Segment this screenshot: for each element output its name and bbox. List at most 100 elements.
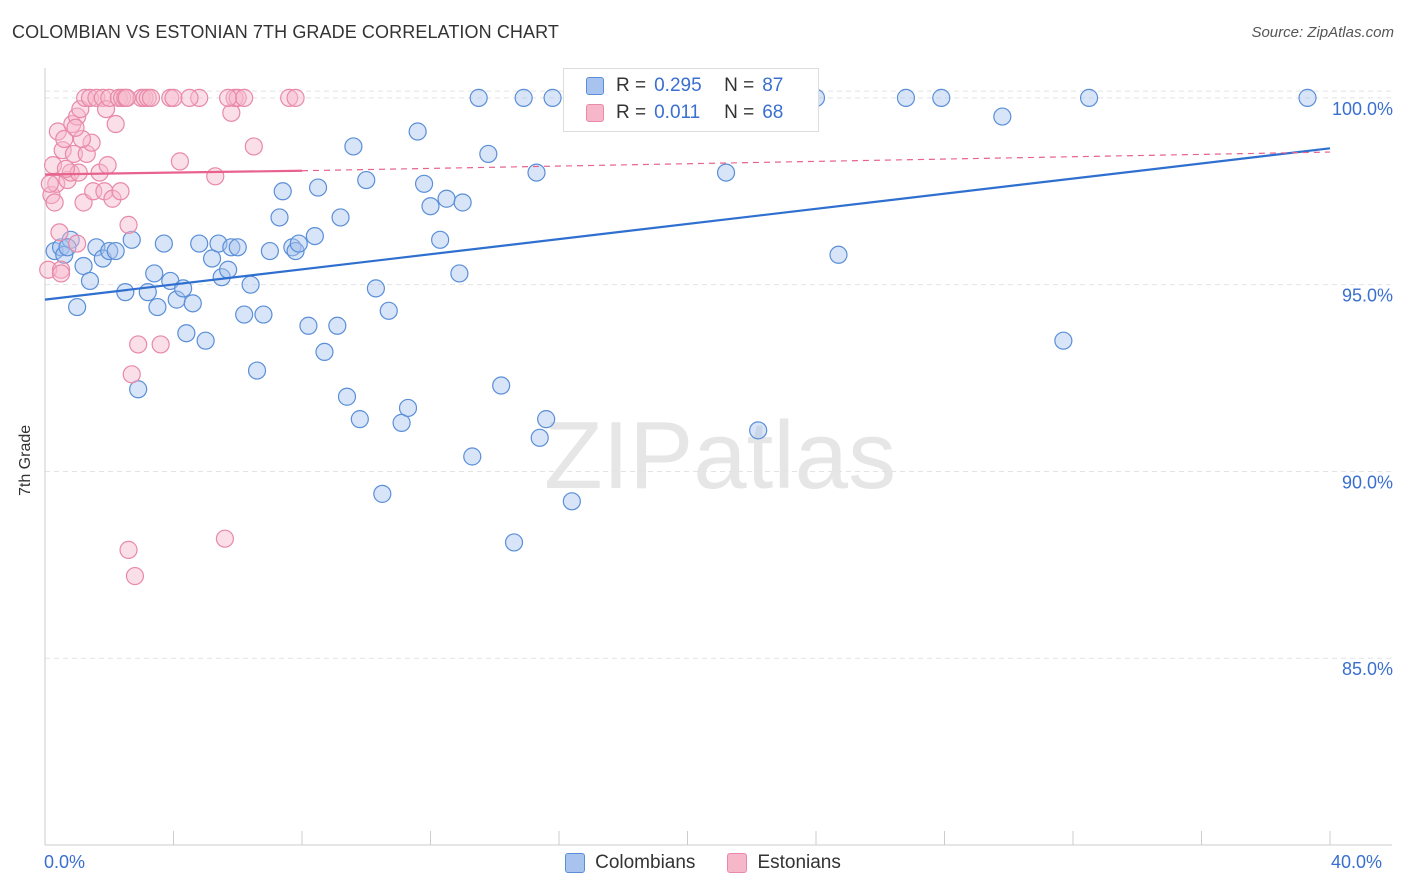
colombian-point <box>273 182 292 201</box>
colombian-point <box>196 331 215 350</box>
y-tick-label: 85.0% <box>1342 659 1393 679</box>
colombian-point <box>270 208 289 227</box>
colombian-point <box>58 238 77 257</box>
colombian-point <box>308 178 328 197</box>
colombian-point <box>235 305 254 324</box>
estonian-trend-line <box>44 169 303 176</box>
estonian-point <box>96 99 116 119</box>
estonian-point <box>45 193 64 212</box>
colombian-point <box>350 410 369 429</box>
colombian-point <box>932 88 951 107</box>
colombian-point <box>331 208 350 227</box>
estonian-point <box>119 215 138 234</box>
colombian-point <box>219 260 238 279</box>
series-swatch-colombians <box>565 853 586 873</box>
colombian-point <box>254 305 273 324</box>
colombian-point <box>749 421 768 440</box>
colombian-point <box>344 137 363 156</box>
colombian-point <box>431 230 450 249</box>
chart-title: COLOMBIAN VS ESTONIAN 7TH GRADE CORRELAT… <box>12 22 559 42</box>
colombian-point <box>1079 88 1099 107</box>
colombian-point <box>716 163 736 182</box>
estonian-point <box>235 88 254 107</box>
series-legend: Colombians Estonians <box>0 852 1406 874</box>
legend-r-label: R = <box>616 102 647 123</box>
estonian-point <box>286 88 305 107</box>
legend-row-colombians: R = 0.295 N = 87 <box>586 73 783 99</box>
estonian-point <box>129 335 148 354</box>
y-tick-label: 90.0% <box>1342 472 1393 492</box>
legend-n-label: N = <box>724 75 755 96</box>
estonian-point <box>280 88 299 107</box>
series-legend-label: Colombians <box>595 852 696 873</box>
estonian-point <box>244 137 263 156</box>
colombian-point <box>543 88 562 107</box>
colombian-point <box>527 163 546 182</box>
colombian-point <box>80 271 100 291</box>
estonian-point <box>98 156 117 175</box>
colombian-point <box>408 122 427 141</box>
stats-legend: R = 0.295 N = 87 R = 0.011 N = 68 <box>563 68 819 132</box>
colombian-point <box>366 279 385 298</box>
estonian-point <box>219 88 238 107</box>
estonian-point <box>117 88 137 107</box>
estonian-point <box>180 88 199 107</box>
legend-r-label: R = <box>616 75 647 96</box>
estonian-point <box>48 122 67 141</box>
series-legend-estonians[interactable]: Estonians <box>727 852 841 874</box>
colombian-point <box>1298 88 1317 107</box>
colombian-point <box>379 301 398 320</box>
colombian-point <box>537 410 556 429</box>
colombian-point <box>530 428 549 447</box>
estonian-point <box>122 365 141 384</box>
chart-source: Source: ZipAtlas.com <box>1251 24 1394 41</box>
estonian-point <box>82 133 101 152</box>
estonian-point <box>170 152 190 171</box>
estonian-point <box>141 88 161 107</box>
estonian-point <box>190 88 209 107</box>
colombian-point <box>492 376 511 395</box>
colombian-point <box>829 245 848 264</box>
colombian-point <box>260 241 279 261</box>
colombian-point <box>421 197 440 216</box>
colombian-point <box>479 144 498 164</box>
estonian-point <box>100 88 119 107</box>
colombian-trend-line <box>44 147 1331 301</box>
estonian-point <box>50 223 69 242</box>
colombian-point <box>357 170 376 190</box>
legend-row-estonians: R = 0.011 N = 68 <box>586 100 783 126</box>
colombian-point <box>463 447 482 466</box>
colombian-point <box>241 275 260 294</box>
series-legend-label: Estonians <box>757 852 841 873</box>
colombian-point <box>398 398 418 418</box>
colombian-point <box>299 316 318 335</box>
colombian-point <box>514 88 533 107</box>
colombian-point <box>896 88 916 107</box>
colombian-point <box>183 294 202 313</box>
colombian-point <box>453 193 472 212</box>
colombian-point <box>450 264 469 283</box>
estonian-point <box>51 264 71 283</box>
colombian-point <box>328 316 347 335</box>
estonian-point <box>119 540 138 559</box>
series-swatch-estonians <box>727 853 748 873</box>
y-tick-label: 95.0% <box>1342 286 1393 306</box>
estonian-point <box>215 529 234 548</box>
estonian-point <box>40 174 59 193</box>
legend-n-value: 68 <box>762 102 784 123</box>
legend-r-value: 0.295 <box>654 75 702 96</box>
estonian-trend-line-extended <box>301 151 1331 172</box>
estonian-point <box>206 167 225 186</box>
series-legend-colombians[interactable]: Colombians <box>565 852 695 874</box>
estonian-point <box>55 129 74 149</box>
colombian-point <box>437 189 456 208</box>
colombian-point <box>1054 331 1073 350</box>
estonian-point <box>64 144 84 164</box>
colombian-point <box>148 297 167 317</box>
colombian-point <box>145 264 164 283</box>
legend-r-value: 0.011 <box>654 102 701 123</box>
estonian-point <box>66 118 85 137</box>
legend-n-label: N = <box>724 102 755 123</box>
estonian-point <box>72 129 92 149</box>
